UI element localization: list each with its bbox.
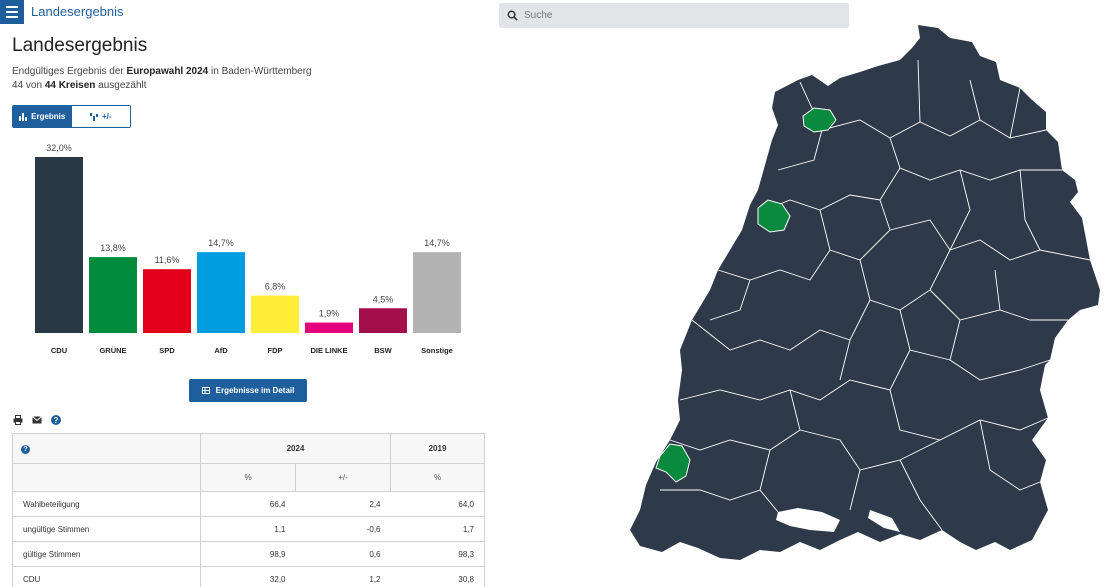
- row-prev: 30,8: [390, 566, 485, 587]
- bar-value-label: 32,0%: [46, 143, 72, 153]
- help-icon[interactable]: ?: [51, 415, 61, 425]
- row-diff: 0,6: [295, 541, 391, 567]
- help-icon[interactable]: ?: [21, 444, 30, 454]
- row-diff: 1,2: [295, 566, 391, 587]
- col-diff-header: +/-: [295, 463, 391, 492]
- toggle-result-button[interactable]: Ergebnis: [13, 106, 72, 127]
- details-button[interactable]: Ergebnisse im Detail: [189, 379, 307, 402]
- page-title: Landesergebnis: [12, 35, 148, 56]
- print-icon[interactable]: [13, 415, 23, 425]
- table-help-cell: ?: [12, 433, 201, 464]
- table-row: CDU 32,0 1,2 30,8: [12, 566, 485, 587]
- col-prev-header: %: [390, 463, 485, 492]
- col-pct-header: %: [200, 463, 296, 492]
- bar-category-label: CDU: [51, 346, 67, 355]
- bar-value-label: 11,6%: [155, 255, 180, 265]
- bar-category-label: AfD: [214, 346, 228, 355]
- bar-category-label: DIE LINKE: [310, 346, 347, 355]
- bar-value-label: 1,9%: [319, 309, 340, 319]
- bar-value-label: 14,7%: [208, 238, 234, 248]
- lake-constance: [776, 508, 900, 532]
- results-table: ? 2024 2019 % +/- % Wahlbeteiligung 66,4 2…: [12, 433, 485, 587]
- bar-value-label: 6,8%: [265, 282, 286, 292]
- bar-chart-icon: [19, 112, 28, 121]
- district-karlsruhe[interactable]: [757, 199, 791, 233]
- row-label: CDU: [12, 566, 201, 587]
- menu-button[interactable]: [0, 0, 24, 24]
- bar-cdu[interactable]: [35, 157, 83, 333]
- district-freiburg[interactable]: [655, 443, 691, 483]
- bar-category-label: FDP: [268, 346, 283, 355]
- mail-icon[interactable]: [32, 415, 42, 425]
- district-heidelberg[interactable]: [802, 107, 837, 133]
- svg-text:?: ?: [54, 416, 59, 425]
- bar-value-label: 13,8%: [100, 243, 126, 253]
- counted-status: 44 von 44 Kreisen ausgezählt: [12, 80, 147, 91]
- bar-category-label: SPD: [159, 346, 175, 355]
- page-subtitle: Endgültiges Ergebnis der Europawahl 2024…: [12, 65, 312, 93]
- bar-sonstige[interactable]: [413, 252, 461, 333]
- row-diff: -0,6: [295, 516, 391, 542]
- row-pct: 98,9: [200, 541, 296, 567]
- table-toolbar: ?: [13, 415, 61, 425]
- bar-category-label: GRÜNE: [99, 346, 126, 355]
- row-prev: 64,0: [390, 491, 485, 517]
- topbar-title[interactable]: Landesergebnis: [31, 4, 124, 19]
- bar-die-linke[interactable]: [305, 322, 353, 333]
- row-label: Wahlbeteiligung: [12, 491, 201, 517]
- year-previous-header: 2019: [390, 433, 485, 464]
- search-icon: [507, 10, 518, 21]
- search-input[interactable]: [524, 10, 824, 21]
- table-icon: [201, 387, 210, 394]
- subtitle-line-1: Endgültiges Ergebnis der Europawahl 2024…: [12, 66, 312, 77]
- bar-value-label: 14,7%: [424, 238, 450, 248]
- bar-grüne[interactable]: [89, 257, 137, 333]
- result-bar-chart: 32,0% CDU 13,8% GRÜNE 11,6% SPD 14,7% AfD 6,8% FD…: [35, 143, 461, 355]
- menu-icon: [6, 6, 18, 8]
- diff-icon: [89, 112, 98, 121]
- bar-fdp[interactable]: [251, 295, 299, 333]
- table-row: gültige Stimmen 98,9 0,6 98,3: [12, 541, 485, 567]
- bar-spd[interactable]: [143, 269, 191, 333]
- bar-afd[interactable]: [197, 252, 245, 333]
- view-toggle: Ergebnis +/-: [12, 105, 131, 128]
- row-pct: 32,0: [200, 566, 296, 587]
- row-label: gültige Stimmen: [12, 541, 201, 567]
- table-row: ungültige Stimmen 1,1 -0,6 1,7: [12, 516, 485, 542]
- state-outline: [630, 25, 1100, 560]
- row-pct: 1,1: [200, 516, 296, 542]
- district-map[interactable]: [600, 20, 1110, 570]
- row-prev: 1,7: [390, 516, 485, 542]
- search-bar[interactable]: [499, 3, 849, 28]
- bar-category-label: BSW: [374, 346, 392, 355]
- bar-category-label: Sonstige: [421, 346, 453, 355]
- row-pct: 66,4: [200, 491, 296, 517]
- year-current-header: 2024: [200, 433, 391, 464]
- row-label: ungültige Stimmen: [12, 516, 201, 542]
- bar-value-label: 4,5%: [373, 294, 394, 304]
- row-prev: 98,3: [390, 541, 485, 567]
- toggle-diff-button[interactable]: +/-: [71, 106, 130, 127]
- row-diff: 2,4: [295, 491, 391, 517]
- bar-bsw[interactable]: [359, 308, 407, 333]
- highlighted-districts: [655, 107, 837, 483]
- table-row: Wahlbeteiligung 66,4 2,4 64,0: [12, 491, 485, 517]
- district-borders: [660, 59, 1091, 531]
